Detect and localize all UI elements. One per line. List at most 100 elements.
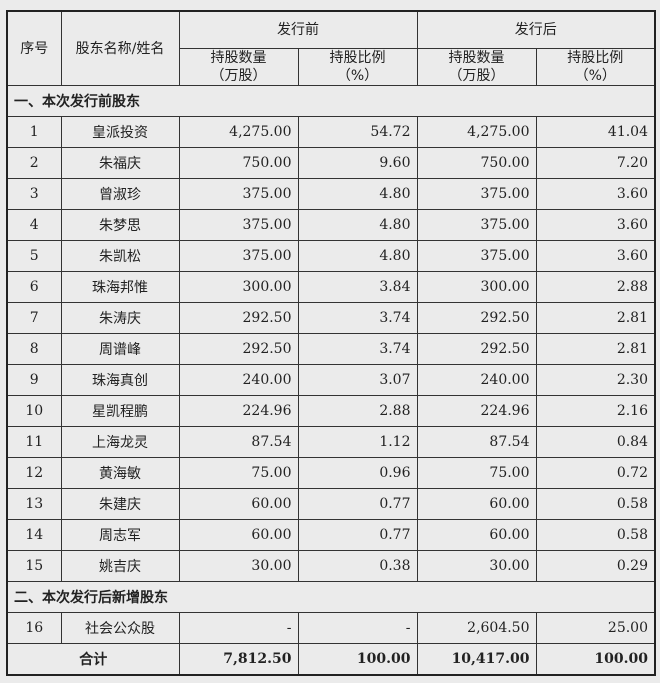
- unit: （万股）: [210, 68, 267, 84]
- cell-after-ratio: 0.84: [535, 426, 656, 458]
- cell-before-shares: 375.00: [178, 178, 299, 210]
- cell-before-shares: 375.00: [178, 209, 299, 241]
- cell-before-ratio: 3.74: [297, 302, 418, 334]
- cell-name: 曾淑珍: [60, 178, 180, 210]
- cell-after-shares: 75.00: [416, 457, 537, 489]
- cell-before-ratio: 0.77: [297, 488, 418, 520]
- cell-after-shares: 292.50: [416, 333, 537, 365]
- cell-before-ratio: 0.77: [297, 519, 418, 551]
- shareholder-table: 序号 股东名称/姓名 发行前 发行后 持股数量 （万股） 持股比例 （%） 持股数量…: [6, 10, 656, 676]
- cell-after-shares: 750.00: [416, 147, 537, 179]
- cell-seq: 15: [6, 550, 62, 582]
- cell-before-ratio: 3.74: [297, 333, 418, 365]
- cell-name: 朱梦思: [60, 209, 180, 241]
- cell-before-ratio: 9.60: [297, 147, 418, 179]
- cell-seq: 11: [6, 426, 62, 458]
- cell-after-ratio: 2.16: [535, 395, 656, 427]
- cell-seq: 8: [6, 333, 62, 365]
- cell-name: 朱凯松: [60, 240, 180, 272]
- cell-before-shares: 224.96: [178, 395, 299, 427]
- cell-name: 朱福庆: [60, 147, 180, 179]
- cell-before-shares: 375.00: [178, 240, 299, 272]
- header-seq: 序号: [6, 10, 62, 86]
- cell-after-ratio: 0.58: [535, 488, 656, 520]
- cell-before-ratio: -: [297, 612, 418, 644]
- total-before-ratio: 100.00: [297, 643, 418, 676]
- total-after-shares: 10,417.00: [416, 643, 537, 676]
- cell-seq: 16: [6, 612, 62, 644]
- label: 持股比例: [567, 50, 624, 66]
- total-row: 合计 7,812.50 100.00 10,417.00 100.00: [6, 643, 656, 676]
- section-row: 一、本次发行前股东: [6, 85, 656, 117]
- unit: （万股）: [448, 68, 505, 84]
- table-row: 13 朱建庆 60.00 0.77 60.00 0.58: [6, 488, 656, 520]
- unit: （%）: [336, 68, 379, 84]
- header-before-ratio: 持股比例 （%）: [297, 48, 418, 86]
- table-row: 5 朱凯松 375.00 4.80 375.00 3.60: [6, 240, 656, 272]
- cell-seq: 6: [6, 271, 62, 303]
- cell-before-ratio: 3.07: [297, 364, 418, 396]
- cell-before-shares: 240.00: [178, 364, 299, 396]
- cell-before-ratio: 4.80: [297, 240, 418, 272]
- cell-before-ratio: 4.80: [297, 209, 418, 241]
- cell-after-ratio: 3.60: [535, 240, 656, 272]
- cell-name: 社会公众股: [60, 612, 180, 644]
- cell-after-shares: 224.96: [416, 395, 537, 427]
- cell-after-shares: 375.00: [416, 178, 537, 210]
- cell-after-shares: 292.50: [416, 302, 537, 334]
- cell-seq: 3: [6, 178, 62, 210]
- cell-after-ratio: 0.58: [535, 519, 656, 551]
- cell-name: 星凯程鹏: [60, 395, 180, 427]
- cell-seq: 12: [6, 457, 62, 489]
- cell-before-ratio: 54.72: [297, 116, 418, 148]
- cell-after-shares: 2,604.50: [416, 612, 537, 644]
- table-row: 10 星凯程鹏 224.96 2.88 224.96 2.16: [6, 395, 656, 427]
- cell-name: 皇派投资: [60, 116, 180, 148]
- cell-name: 黄海敏: [60, 457, 180, 489]
- cell-before-shares: -: [178, 612, 299, 644]
- cell-seq: 14: [6, 519, 62, 551]
- table-row: 8 周谱峰 292.50 3.74 292.50 2.81: [6, 333, 656, 365]
- cell-after-ratio: 25.00: [535, 612, 656, 644]
- cell-after-ratio: 0.72: [535, 457, 656, 489]
- cell-before-ratio: 1.12: [297, 426, 418, 458]
- cell-after-shares: 375.00: [416, 240, 537, 272]
- cell-before-shares: 60.00: [178, 519, 299, 551]
- table-row: 15 姚吉庆 30.00 0.38 30.00 0.29: [6, 550, 656, 582]
- label: 持股数量: [210, 50, 267, 66]
- header-subrow: 持股数量 （万股） 持股比例 （%） 持股数量 （万股） 持股比例 （%）: [7, 48, 656, 86]
- table-row: 9 珠海真创 240.00 3.07 240.00 2.30: [6, 364, 656, 396]
- table-row: 2 朱福庆 750.00 9.60 750.00 7.20: [6, 147, 656, 179]
- header-before: 发行前: [178, 10, 418, 49]
- cell-after-ratio: 2.81: [535, 302, 656, 334]
- total-label: 合计: [6, 643, 180, 676]
- unit: （%）: [574, 68, 616, 84]
- cell-name: 珠海邦惟: [60, 271, 180, 303]
- header-after: 发行后: [416, 10, 656, 49]
- cell-after-shares: 60.00: [416, 488, 537, 520]
- header-after-ratio: 持股比例 （%）: [535, 48, 656, 86]
- cell-after-shares: 4,275.00: [416, 116, 537, 148]
- table-row: 3 曾淑珍 375.00 4.80 375.00 3.60: [6, 178, 656, 210]
- cell-before-shares: 87.54: [178, 426, 299, 458]
- header-after-shares: 持股数量 （万股）: [416, 48, 537, 86]
- cell-seq: 13: [6, 488, 62, 520]
- header-name: 股东名称/姓名: [60, 10, 180, 86]
- cell-before-shares: 300.00: [178, 271, 299, 303]
- cell-before-shares: 750.00: [178, 147, 299, 179]
- cell-after-shares: 60.00: [416, 519, 537, 551]
- total-before-shares: 7,812.50: [178, 643, 299, 676]
- table-row: 16 社会公众股 - -2,604.50 25.00: [6, 612, 656, 644]
- cell-before-shares: 30.00: [178, 550, 299, 582]
- cell-before-shares: 292.50: [178, 333, 299, 365]
- table-row: 6 珠海邦惟 300.00 3.84 300.00 2.88: [6, 271, 656, 303]
- cell-name: 姚吉庆: [60, 550, 180, 582]
- cell-before-shares: 60.00: [178, 488, 299, 520]
- cell-after-ratio: 41.04: [535, 116, 656, 148]
- cell-after-ratio: 2.30: [535, 364, 656, 396]
- cell-after-ratio: 7.20: [535, 147, 656, 179]
- cell-name: 珠海真创: [60, 364, 180, 396]
- cell-name: 朱涛庆: [60, 302, 180, 334]
- cell-seq: 1: [6, 116, 62, 148]
- cell-after-ratio: 2.88: [535, 271, 656, 303]
